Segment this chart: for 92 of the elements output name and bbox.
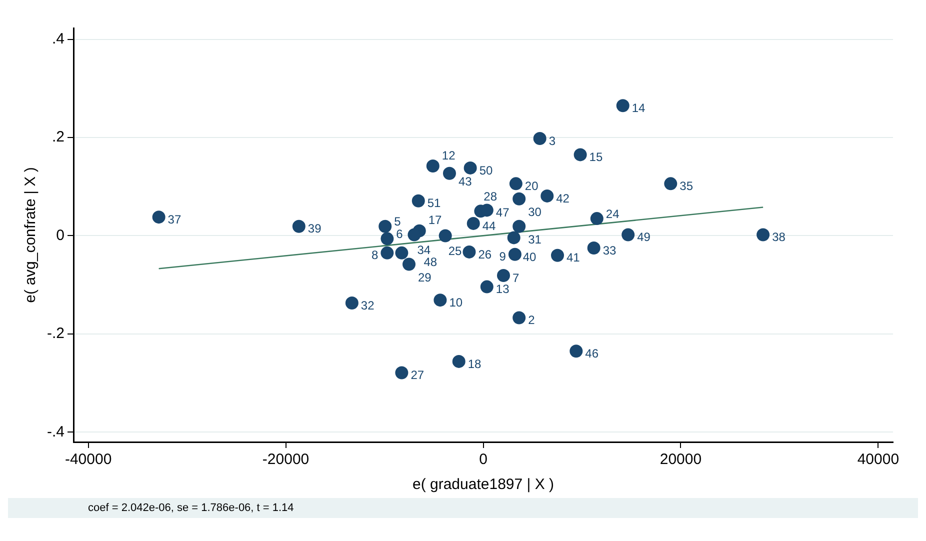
annotation: 35 [680, 178, 694, 193]
annotation: 6 [396, 226, 404, 241]
annotation: 50 [479, 163, 493, 178]
annotation: 32 [360, 298, 375, 312]
annotation: 30 [528, 205, 542, 220]
point [480, 280, 494, 294]
point [380, 246, 394, 260]
annotation: 31 [528, 232, 542, 247]
x-axis-title: e( graduate1897 | X ) [412, 476, 554, 494]
point [512, 311, 526, 324]
point [426, 160, 440, 172]
annotation: 5 [394, 214, 402, 229]
point [292, 220, 306, 233]
point [756, 228, 770, 242]
annotation: 29 [418, 270, 432, 285]
annotation: 10 [449, 295, 463, 310]
point [462, 245, 476, 258]
x-tick-label: -20000 [262, 451, 310, 468]
annotation: 33 [602, 243, 617, 258]
point [509, 177, 522, 190]
point [551, 248, 564, 262]
annotation: 18 [468, 356, 482, 371]
annotation: 17 [428, 213, 442, 228]
annotation: 14 [632, 100, 646, 115]
point [664, 177, 678, 190]
annotation: 44 [482, 218, 496, 233]
point [590, 212, 604, 226]
y-tick-label: 0 [56, 226, 65, 244]
annotation: 41 [566, 250, 580, 265]
text: coef = 2.042e-06, se = 1.786e-06, t = 1.14 [87, 501, 295, 516]
y-tick-label: .4 [52, 30, 65, 48]
point [438, 229, 452, 242]
annotation: 9 [499, 250, 506, 264]
point [412, 194, 425, 208]
point [452, 354, 466, 368]
point [507, 231, 520, 244]
annotation: 26 [478, 247, 492, 262]
point [434, 294, 447, 307]
annotation: 51 [427, 196, 442, 210]
annotation: 48 [424, 255, 438, 270]
annotation: 3 [548, 134, 556, 148]
point [345, 296, 358, 310]
annotation: 37 [168, 212, 182, 226]
annotation: 15 [589, 150, 603, 164]
annotation: 43 [458, 174, 472, 189]
annotation: 2 [528, 313, 536, 328]
annotation: 7 [512, 270, 520, 285]
point [508, 248, 522, 261]
point [464, 161, 477, 174]
annotation: 27 [410, 368, 424, 382]
point [442, 166, 456, 180]
annotation: 8 [372, 248, 379, 262]
point [402, 258, 416, 271]
y-tick-label: .2 [52, 128, 65, 146]
point [570, 344, 583, 358]
annotation: 13 [496, 282, 510, 296]
point [540, 189, 554, 202]
point [587, 242, 600, 255]
point [152, 210, 166, 224]
annotation: 46 [585, 346, 599, 360]
annotation: 24 [606, 206, 620, 221]
point [408, 228, 421, 242]
y-tick-label: -.2 [46, 325, 65, 342]
annotation: 49 [637, 230, 651, 244]
annotation: 38 [772, 230, 786, 244]
annotation: 20 [524, 178, 539, 193]
point [395, 246, 408, 260]
annotation: 40 [522, 250, 537, 264]
point [378, 220, 392, 233]
point [466, 216, 480, 230]
annotation: 42 [556, 191, 570, 206]
point [574, 148, 587, 162]
annotation: 34 [417, 243, 431, 258]
point [512, 192, 526, 206]
point [533, 132, 546, 145]
point [395, 366, 408, 380]
point [512, 220, 526, 233]
point [616, 99, 630, 112]
y-tick-label: -.4 [46, 423, 65, 440]
point [622, 228, 635, 242]
x-tick-label: 40000 [857, 451, 900, 468]
x-tick-label: -40000 [64, 451, 112, 468]
annotation: 25 [448, 244, 462, 258]
x-tick-label: 0 [479, 451, 488, 468]
annotation: 12 [442, 148, 456, 162]
x-tick-label: 20000 [660, 451, 702, 468]
point [496, 269, 510, 282]
point [380, 232, 394, 246]
annotation: 39 [308, 222, 322, 236]
y-axis-title: e( avg_confrate | X ) [22, 167, 40, 303]
annotation: 28 [484, 189, 498, 204]
annotation: 47 [496, 206, 510, 220]
